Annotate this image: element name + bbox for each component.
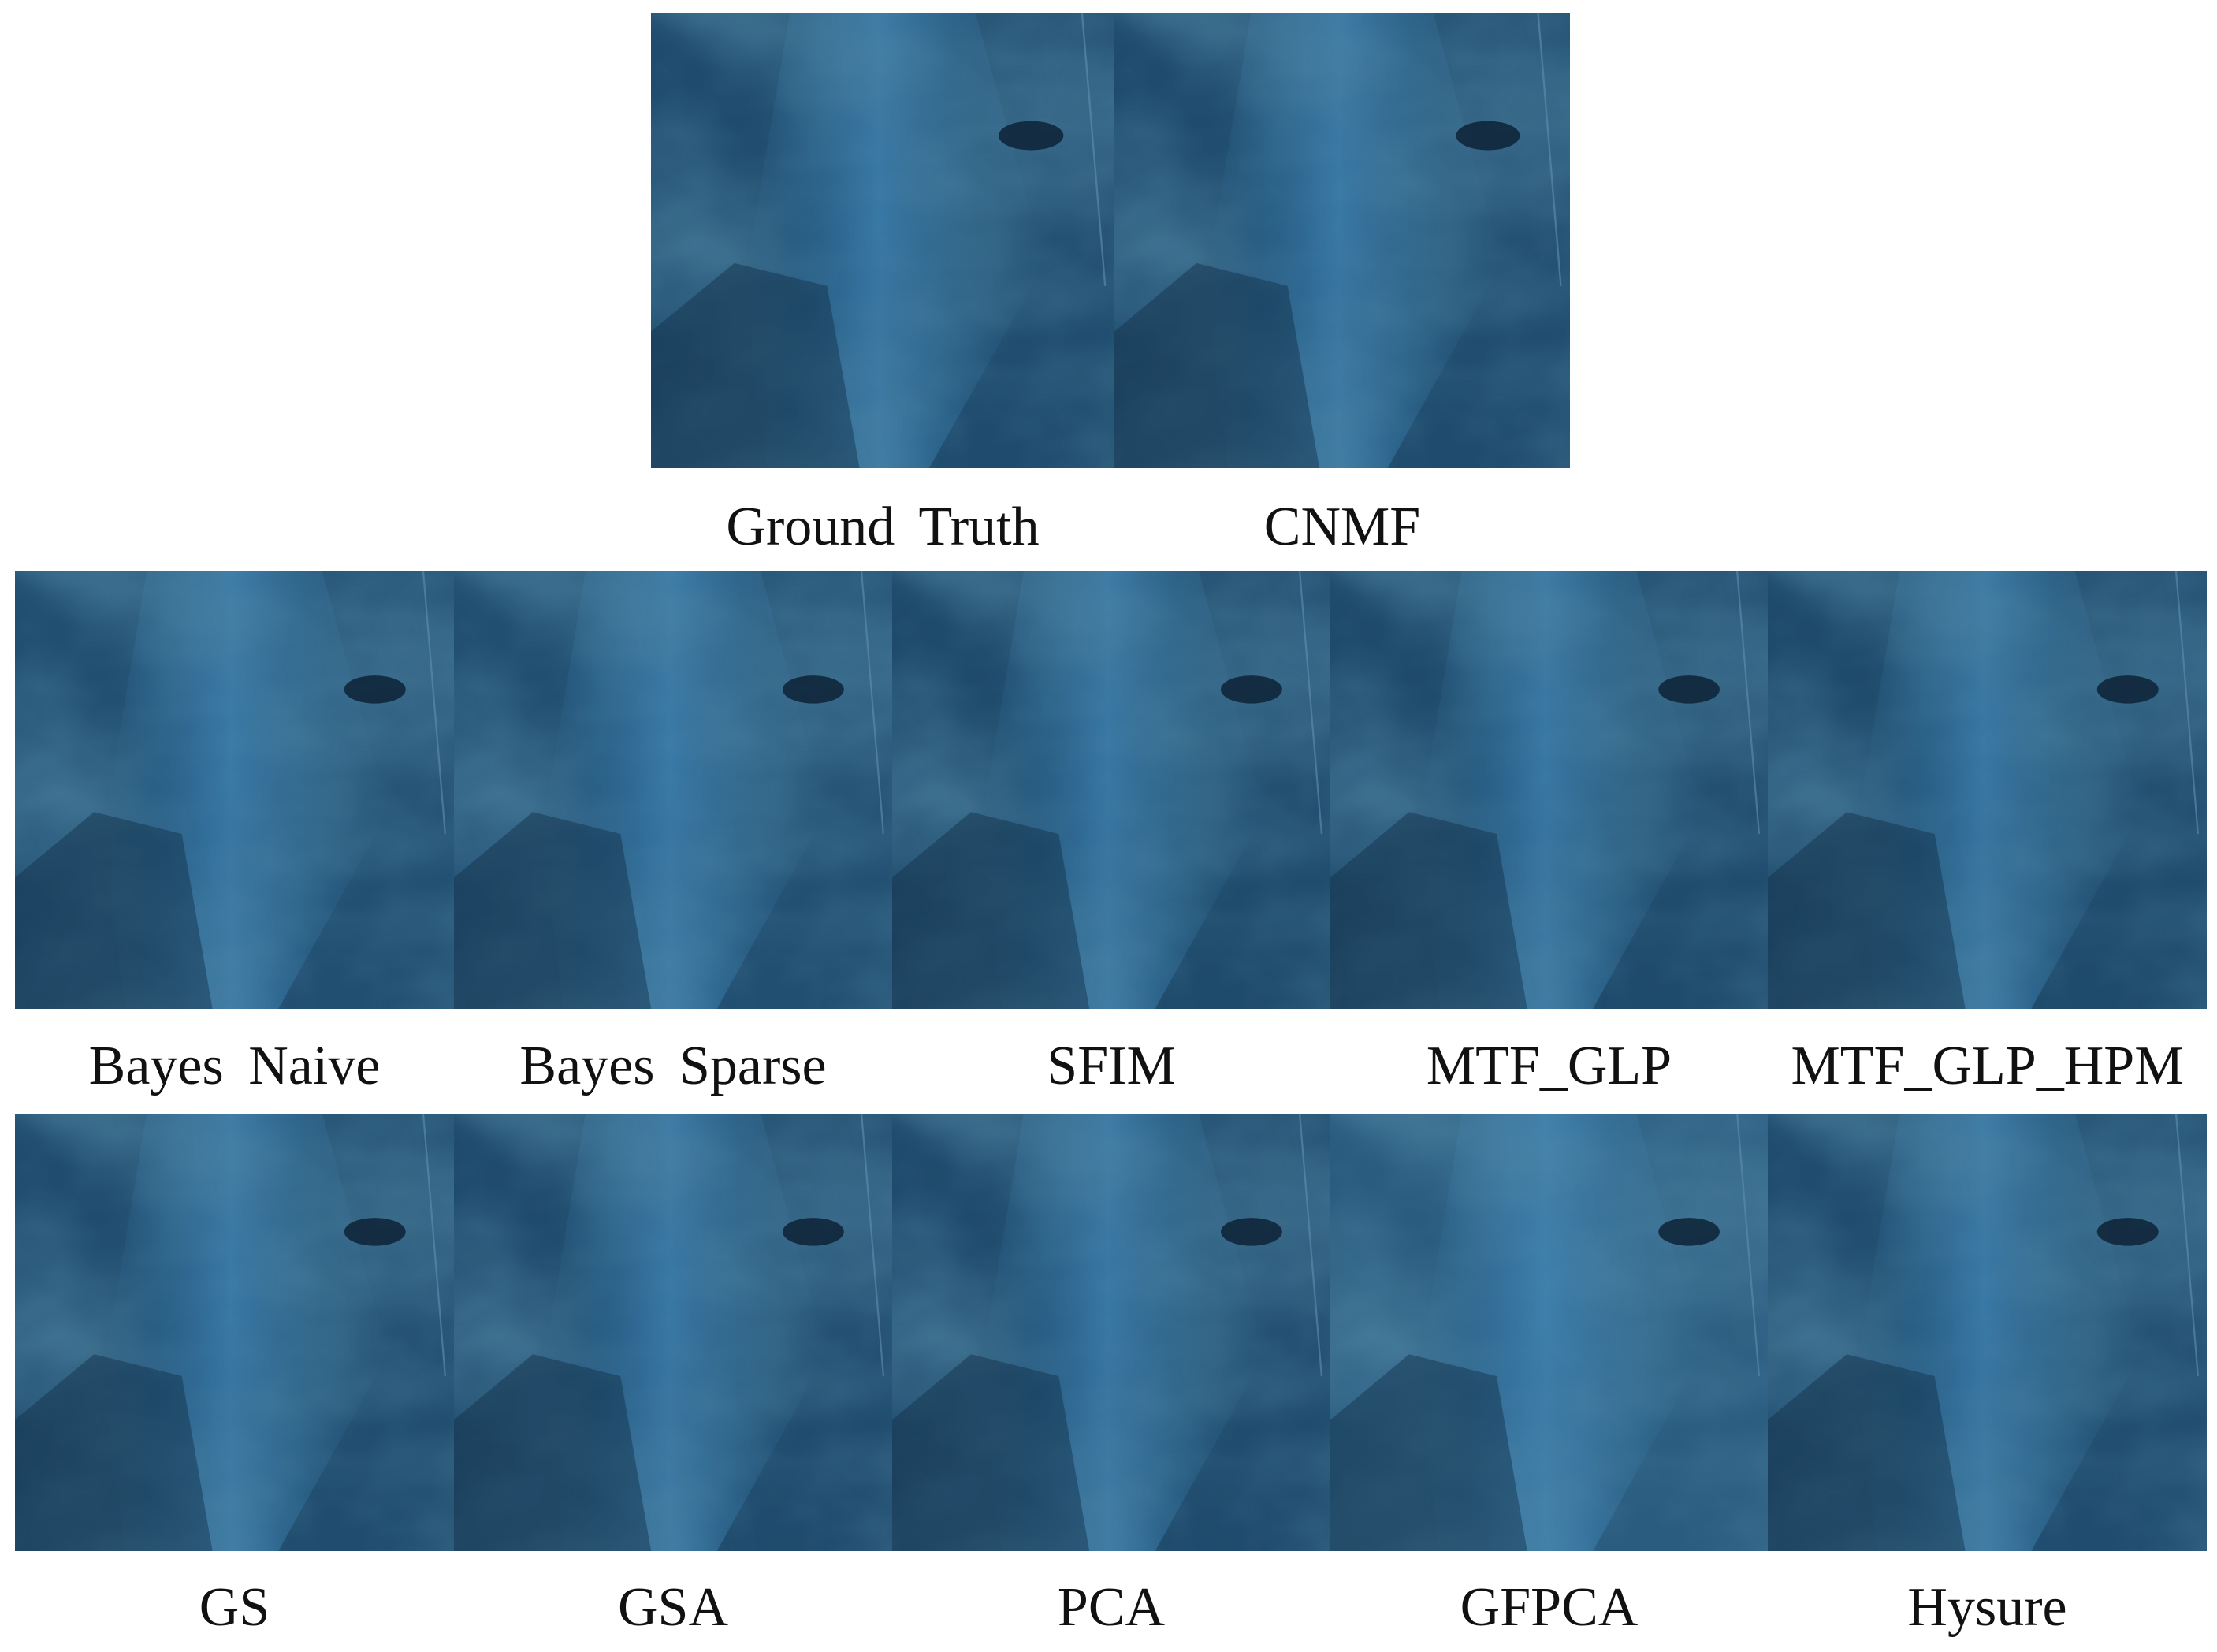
image-sfim	[892, 571, 1330, 1009]
dark-lake	[783, 1218, 844, 1246]
label-bayes-naive: Bayes Naive	[88, 1036, 381, 1096]
terrain-image	[1768, 1114, 2207, 1551]
terrain-image	[454, 1114, 892, 1551]
image-gfpca	[1330, 1114, 1768, 1551]
terrain-image	[651, 13, 1114, 468]
image-mtf-glp	[1330, 571, 1768, 1009]
dark-lake	[783, 675, 844, 704]
dark-lake	[2096, 675, 2159, 704]
image-bayes-naive	[15, 571, 454, 1009]
dark-lake	[1221, 675, 1282, 704]
label-gsa: GSA	[617, 1577, 729, 1638]
terrain-image	[15, 571, 454, 1009]
label-mtf-glp-hpm: MTF_GLP_HPM	[1791, 1036, 2184, 1096]
terrain-image	[1114, 13, 1570, 468]
label-hysure: Hysure	[1907, 1577, 2067, 1638]
image-cnmf	[1114, 13, 1570, 468]
dark-lake	[2096, 1218, 2159, 1246]
dark-lake	[344, 675, 406, 704]
image-bayes-sparse	[454, 571, 892, 1009]
terrain-image	[1330, 571, 1768, 1009]
dark-lake	[344, 1218, 406, 1246]
label-pca: PCA	[1057, 1577, 1166, 1638]
image-gsa	[454, 1114, 892, 1551]
dark-lake	[1221, 1218, 1282, 1246]
terrain-image	[15, 1114, 454, 1551]
image-ground-truth	[651, 13, 1114, 468]
dark-lake	[1658, 1218, 1720, 1246]
terrain-image	[892, 1114, 1330, 1551]
dark-lake	[1658, 675, 1720, 704]
dark-lake	[999, 121, 1064, 151]
terrain-image	[1330, 1114, 1768, 1551]
terrain-image	[454, 571, 892, 1009]
image-hysure	[1768, 1114, 2207, 1551]
label-mtf-glp: MTF_GLP	[1426, 1036, 1672, 1096]
label-bayes-sparse: Bayes Sparse	[519, 1036, 827, 1096]
label-ground-truth: Ground Truth	[726, 497, 1040, 557]
terrain-image	[892, 571, 1330, 1009]
dark-lake	[1456, 121, 1520, 151]
image-gs	[15, 1114, 454, 1551]
image-pca	[892, 1114, 1330, 1551]
label-gfpca: GFPCA	[1460, 1577, 1639, 1638]
terrain-image	[1768, 571, 2207, 1009]
image-mtf-glp-hpm	[1768, 571, 2207, 1009]
label-cnmf: CNMF	[1263, 497, 1421, 557]
label-gs: GS	[199, 1577, 270, 1638]
label-sfim: SFIM	[1047, 1036, 1176, 1096]
